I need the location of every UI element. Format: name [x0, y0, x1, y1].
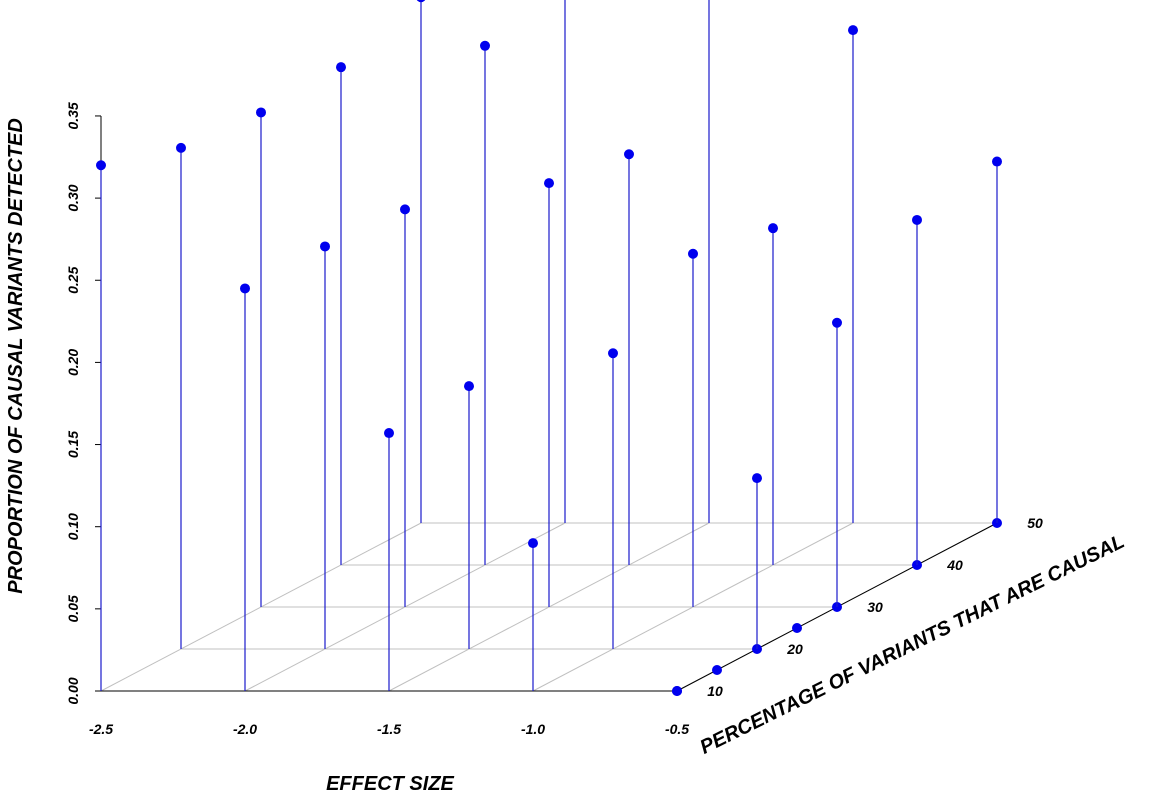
x-tick-label: -1.0: [521, 721, 545, 737]
data-point: [400, 204, 410, 215]
data-point: [624, 149, 634, 160]
y-axis-dot: [712, 665, 722, 675]
data-point: [336, 62, 346, 73]
data-point: [768, 223, 778, 234]
tick-labels: 0.00 0.05 0.10 0.15 0.20 0.25 0.30 0.35 -2.5 -2.0…: [65, 102, 1043, 737]
x-tick-label: -2.0: [233, 721, 257, 737]
z-tick-label: 0.00: [65, 677, 81, 704]
x-axis-title: EFFECT SIZE: [326, 773, 454, 795]
x-tick-label: -0.5: [665, 721, 689, 737]
z-tick-label: 0.15: [65, 431, 81, 458]
data-point: [464, 381, 474, 392]
z-tick-label: 0.30: [65, 184, 81, 211]
data-point: [480, 40, 490, 51]
data-point: [240, 283, 250, 294]
y-tick-label: 20: [786, 641, 803, 657]
data-point: [752, 473, 762, 484]
data-point: [256, 107, 266, 118]
z-tick-label: 0.35: [65, 102, 81, 129]
y-tick-label: 40: [946, 557, 963, 573]
data-point: [848, 25, 858, 36]
stems: [100, 0, 998, 691]
data-point: [96, 160, 106, 171]
data-point: [528, 538, 538, 549]
y-tick-label: 10: [707, 683, 723, 699]
z-tick-label: 0.20: [65, 349, 81, 376]
y-tick-label: 30: [867, 599, 883, 615]
data-point: [688, 248, 698, 259]
z-axis-title: PROPORTION OF CAUSAL VARIANTS DETECTED: [5, 118, 27, 594]
data-point: [320, 241, 330, 252]
x-tick-label: -1.5: [377, 721, 401, 737]
x-tick-label: -2.5: [89, 721, 113, 737]
data-points: [96, 0, 1002, 696]
z-tick-label: 0.05: [65, 595, 81, 622]
data-point: [608, 348, 618, 359]
data-point: [544, 178, 554, 189]
z-tick-label: 0.10: [65, 513, 81, 540]
data-point: [832, 317, 842, 328]
data-point: [176, 142, 186, 153]
y-axis-dot: [792, 623, 802, 633]
data-point: [416, 0, 426, 3]
data-point: [384, 428, 394, 439]
data-point: [672, 686, 682, 696]
z-tick-label: 0.25: [65, 266, 81, 293]
data-point: [912, 214, 922, 225]
y-tick-label: 50: [1027, 515, 1043, 531]
data-point: [992, 156, 1002, 167]
